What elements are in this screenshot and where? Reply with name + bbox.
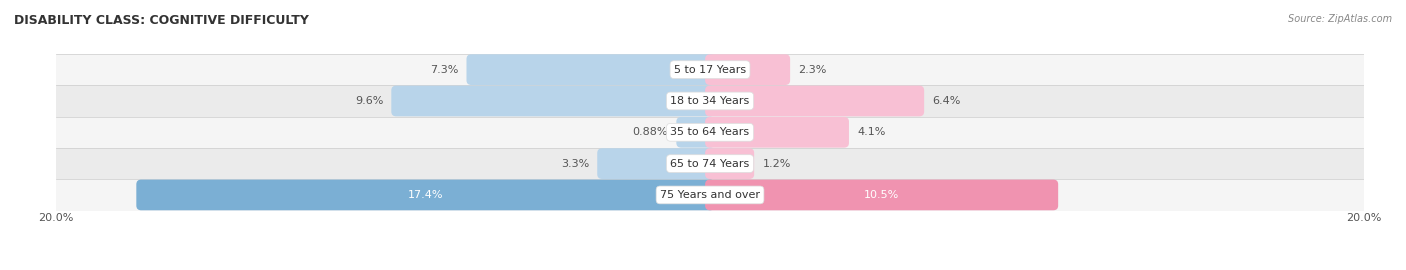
Text: 10.5%: 10.5% xyxy=(865,190,900,200)
Text: 75 Years and over: 75 Years and over xyxy=(659,190,761,200)
FancyBboxPatch shape xyxy=(136,180,714,210)
FancyBboxPatch shape xyxy=(706,148,754,179)
Legend: Male, Female: Male, Female xyxy=(654,267,766,270)
Text: 6.4%: 6.4% xyxy=(932,96,960,106)
Text: 0.88%: 0.88% xyxy=(633,127,668,137)
Text: 65 to 74 Years: 65 to 74 Years xyxy=(671,158,749,169)
Text: 1.2%: 1.2% xyxy=(762,158,790,169)
Bar xyxy=(56,148,1364,179)
Bar xyxy=(56,179,1364,211)
Text: 5 to 17 Years: 5 to 17 Years xyxy=(673,65,747,75)
FancyBboxPatch shape xyxy=(706,86,924,116)
FancyBboxPatch shape xyxy=(706,180,1059,210)
FancyBboxPatch shape xyxy=(598,148,714,179)
Text: DISABILITY CLASS: COGNITIVE DIFFICULTY: DISABILITY CLASS: COGNITIVE DIFFICULTY xyxy=(14,14,309,26)
FancyBboxPatch shape xyxy=(676,117,714,148)
Text: 9.6%: 9.6% xyxy=(354,96,382,106)
FancyBboxPatch shape xyxy=(467,54,714,85)
Text: 4.1%: 4.1% xyxy=(858,127,886,137)
Text: 3.3%: 3.3% xyxy=(561,158,589,169)
Bar xyxy=(56,85,1364,117)
FancyBboxPatch shape xyxy=(706,54,790,85)
FancyBboxPatch shape xyxy=(391,86,714,116)
Bar xyxy=(56,54,1364,85)
Text: 7.3%: 7.3% xyxy=(430,65,458,75)
Text: 35 to 64 Years: 35 to 64 Years xyxy=(671,127,749,137)
Text: 17.4%: 17.4% xyxy=(408,190,443,200)
Text: 18 to 34 Years: 18 to 34 Years xyxy=(671,96,749,106)
FancyBboxPatch shape xyxy=(706,117,849,148)
Text: 2.3%: 2.3% xyxy=(799,65,827,75)
Text: Source: ZipAtlas.com: Source: ZipAtlas.com xyxy=(1288,14,1392,23)
Bar xyxy=(56,117,1364,148)
